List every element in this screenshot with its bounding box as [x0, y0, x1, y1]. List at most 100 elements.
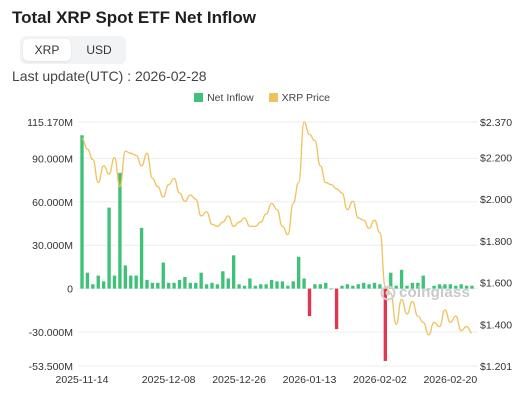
toggle-usd-button[interactable]: USD	[86, 43, 112, 57]
right-axis-tick-label: $1.800	[480, 236, 512, 248]
inflow-bar	[410, 282, 415, 289]
legend-swatch-price	[268, 93, 278, 102]
inflow-bar	[454, 285, 458, 289]
inflow-bar	[437, 284, 442, 289]
last-update-text: Last update(UTC) : 2026-02-28	[12, 68, 207, 84]
inflow-bar	[221, 271, 225, 289]
chart-legend: Net Inflow XRP Price	[0, 92, 524, 104]
inflow-bar	[118, 172, 122, 289]
inflow-bar	[448, 284, 453, 289]
left-axis-tick-label: 0	[67, 284, 73, 296]
inflow-bar	[139, 227, 144, 289]
inflow-bar	[421, 275, 425, 289]
inflow-bar	[280, 281, 285, 289]
inflow-bar	[361, 282, 366, 289]
chart-title: Total XRP Spot ETF Net Inflow	[12, 8, 256, 27]
left-axis-tick-label: 60.000M	[32, 197, 73, 209]
inflow-bar	[166, 282, 171, 289]
inflow-bar	[378, 284, 382, 289]
inflow-bar	[183, 277, 187, 289]
left-axis-tick-label: -30.000M	[29, 327, 73, 339]
inflow-bar	[351, 285, 355, 289]
inflow-bar	[210, 282, 214, 289]
inflow-bar	[253, 285, 258, 289]
inflow-bar	[383, 288, 388, 361]
inflow-bar	[91, 284, 95, 289]
inflow-bar	[394, 285, 398, 289]
inflow-bar	[80, 135, 84, 289]
inflow-bar	[464, 285, 469, 289]
inflow-bar	[215, 284, 220, 289]
right-axis-tick-label: $2.200	[480, 152, 512, 164]
x-axis-tick-label: 2026-02-20	[423, 374, 477, 386]
inflow-bar	[345, 284, 350, 289]
legend-label-price: XRP Price	[281, 92, 330, 104]
coinglass-logo-icon	[380, 285, 396, 301]
inflow-bar	[96, 275, 100, 289]
x-axis-tick-label: 2026-02-02	[353, 374, 407, 386]
inflow-bar	[259, 284, 263, 289]
inflow-bar	[334, 288, 339, 330]
inflow-bar	[302, 278, 306, 289]
left-axis-tick-label: 30.000M	[32, 240, 73, 252]
inflow-bar	[372, 282, 377, 289]
inflow-bar	[123, 265, 128, 289]
inflow-bar	[242, 285, 247, 289]
legend-swatch-inflow	[194, 93, 204, 102]
inflow-bar	[269, 279, 274, 289]
toggle-xrp-button[interactable]: XRP	[23, 39, 71, 61]
x-axis-tick-label: 2025-12-08	[142, 374, 196, 386]
inflow-bar	[275, 281, 279, 289]
left-axis-tick-label: 90.000M	[32, 153, 73, 165]
left-axis-tick-label: 115.170M	[27, 117, 73, 129]
left-axis-tick-label: -53.500M	[29, 361, 73, 373]
x-axis-tick-label: 2025-11-14	[56, 374, 109, 386]
inflow-bar	[432, 285, 436, 289]
inflow-bar	[101, 281, 106, 289]
inflow-bar	[172, 282, 176, 289]
inflow-bar	[296, 256, 301, 289]
inflow-bar	[129, 275, 133, 289]
inflow-bar	[389, 272, 393, 289]
inflow-bar	[107, 207, 111, 289]
inflow-bar	[318, 284, 323, 289]
x-axis-tick-label: 2026-01-13	[283, 374, 337, 386]
coinglass-watermark: coinglass	[399, 284, 470, 301]
inflow-bar	[226, 278, 230, 289]
right-axis-tick-label: $1.201	[480, 361, 512, 373]
inflow-bar	[470, 285, 474, 289]
inflow-bar	[399, 269, 404, 289]
inflow-bar	[204, 284, 209, 289]
inflow-bar	[231, 255, 236, 289]
inflow-bar	[459, 284, 463, 289]
inflow-bar	[237, 284, 241, 289]
inflow-bar	[150, 282, 155, 289]
right-axis-tick-label: $1.600	[480, 278, 512, 290]
inflow-bar	[264, 284, 268, 289]
inflow-bar	[145, 279, 149, 289]
inflow-bar	[356, 284, 360, 289]
inflow-bar	[156, 282, 160, 289]
inflow-bar	[426, 288, 431, 290]
price-line	[81, 121, 473, 336]
inflow-bar	[443, 284, 447, 289]
inflow-bar	[329, 288, 333, 290]
inflow-bar	[177, 279, 182, 289]
inflow-bar	[161, 262, 165, 289]
inflow-bar	[134, 275, 138, 289]
inflow-bar	[340, 285, 344, 289]
currency-toggle: XRP USD	[20, 36, 126, 64]
inflow-bar	[313, 284, 317, 289]
inflow-bar	[405, 285, 409, 289]
right-axis-tick-label: $1.400	[480, 319, 512, 331]
inflow-bar	[248, 278, 252, 289]
legend-xrp-price[interactable]: XRP Price	[268, 92, 330, 104]
inflow-bar	[286, 285, 290, 289]
inflow-bar	[194, 282, 198, 289]
legend-net-inflow[interactable]: Net Inflow	[194, 92, 254, 104]
inflow-bar	[307, 288, 312, 317]
legend-label-inflow: Net Inflow	[207, 92, 254, 104]
inflow-bar	[324, 282, 328, 289]
inflow-bar	[188, 282, 193, 289]
